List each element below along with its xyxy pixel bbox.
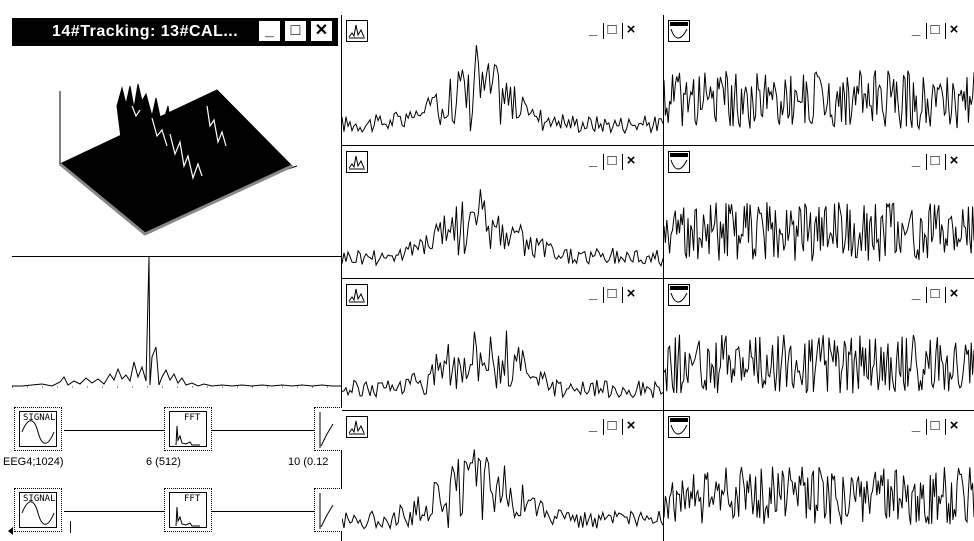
spectrum-panel-icon[interactable] xyxy=(346,20,368,42)
fft-node-label: FFT xyxy=(184,413,201,423)
signal-waveform xyxy=(664,466,974,525)
grid-divider xyxy=(342,278,974,279)
tracking-window-title: 14#Tracking: 13#CAL... xyxy=(52,23,239,40)
spectrum-panel[interactable]: _ □ × xyxy=(342,411,663,541)
fft-node[interactable]: FFT xyxy=(164,407,212,451)
signal-node-icon: SIGNAL xyxy=(19,411,57,447)
close-button[interactable]: ✕ xyxy=(310,20,333,42)
panel-minimize-button[interactable]: _ xyxy=(588,285,598,302)
panel-maximize-button[interactable]: □ xyxy=(926,286,943,303)
signal-waveform xyxy=(664,70,974,131)
signal-panel[interactable]: _ □ × xyxy=(664,411,974,541)
signal-node-icon: SIGNAL xyxy=(19,492,57,528)
panel-window-controls: _ □ × xyxy=(906,417,962,435)
panel-minimize-button[interactable]: _ xyxy=(588,417,598,434)
pipeline-link xyxy=(212,511,316,512)
panel-window-controls: _ □ × xyxy=(583,21,639,39)
spectrum-panel[interactable]: _ □ × xyxy=(342,279,663,410)
signal-panel[interactable]: _ □ × xyxy=(664,146,974,278)
next-node[interactable] xyxy=(314,488,342,532)
panel-close-button[interactable]: × xyxy=(622,418,639,435)
fft-node-icon: FFT xyxy=(169,492,207,528)
spectrum-waveform xyxy=(342,449,663,531)
pipeline-link xyxy=(212,430,316,431)
scroll-left-arrow-icon[interactable] xyxy=(8,527,13,535)
fft-node-icon: FFT xyxy=(169,411,207,447)
panel-minimize-button[interactable]: _ xyxy=(911,285,921,302)
panel-maximize-button[interactable]: □ xyxy=(926,153,943,170)
signal-node[interactable]: SIGNAL xyxy=(14,407,62,451)
panel-close-button[interactable]: × xyxy=(945,22,962,39)
panel-minimize-button[interactable]: _ xyxy=(911,21,921,38)
panel-maximize-button[interactable]: □ xyxy=(603,153,620,170)
panel-maximize-button[interactable]: □ xyxy=(926,22,943,39)
signal-node-label: SIGNAL xyxy=(23,494,56,504)
surface-3d-plot xyxy=(59,83,298,236)
panel-window-controls: _ □ × xyxy=(906,285,962,303)
grid-divider xyxy=(342,145,974,146)
pipeline-area: SIGNAL FFT EEG4;1024) 6 (512) 10 (0.12 S… xyxy=(0,390,342,541)
spectrum-waveform xyxy=(342,189,663,268)
spectrum-waveform xyxy=(342,44,663,135)
panel-close-button[interactable]: × xyxy=(945,153,962,170)
fft-node-caption: 6 (512) xyxy=(146,456,181,468)
fft-node[interactable]: FFT xyxy=(164,488,212,532)
signal-panel-icon[interactable] xyxy=(668,416,690,438)
panel-maximize-button[interactable]: □ xyxy=(603,286,620,303)
panel-maximize-button[interactable]: □ xyxy=(603,22,620,39)
fft-spectrum-icon xyxy=(175,425,200,446)
left-divider xyxy=(341,15,342,541)
signal-panel-icon[interactable] xyxy=(668,151,690,173)
signal-node-caption: EEG4;1024) xyxy=(3,456,64,468)
panel-minimize-button[interactable]: _ xyxy=(911,417,921,434)
panel-close-button[interactable]: × xyxy=(622,286,639,303)
next-node-icon xyxy=(319,493,334,529)
panel-window-controls: _ □ × xyxy=(583,417,639,435)
panel-window-controls: _ □ × xyxy=(583,152,639,170)
scrollbar[interactable] xyxy=(0,523,70,524)
fft-node-label: FFT xyxy=(184,494,201,504)
next-node-icon xyxy=(319,412,334,448)
pipeline-link xyxy=(64,511,166,512)
panel-minimize-button[interactable]: _ xyxy=(588,152,598,169)
panel-minimize-button[interactable]: _ xyxy=(588,21,598,38)
signal-panel-icon[interactable] xyxy=(668,284,690,306)
spectrum-plot xyxy=(12,257,342,388)
sine-wave-icon xyxy=(21,420,55,444)
spectrum-waveform xyxy=(342,330,663,399)
signal-panel[interactable]: _ □ × xyxy=(664,15,974,145)
panel-maximize-button[interactable]: □ xyxy=(926,418,943,435)
minimize-button[interactable]: _ xyxy=(258,20,281,42)
panel-window-controls: _ □ × xyxy=(583,285,639,303)
next-node[interactable] xyxy=(314,407,342,451)
fft-spectrum-icon xyxy=(175,506,200,527)
signal-node[interactable]: SIGNAL xyxy=(14,488,62,532)
panel-close-button[interactable]: × xyxy=(945,286,962,303)
spectrum-panel-icon[interactable] xyxy=(346,416,368,438)
spectrum-panel-icon[interactable] xyxy=(346,151,368,173)
signal-panel[interactable]: _ □ × xyxy=(664,279,974,410)
signal-waveform xyxy=(664,334,974,394)
signal-waveform xyxy=(664,202,974,262)
panel-close-button[interactable]: × xyxy=(945,418,962,435)
spectrum-panel-icon[interactable] xyxy=(346,284,368,306)
spectrum-panel[interactable]: _ □ × xyxy=(342,15,663,145)
maximize-button[interactable]: □ xyxy=(284,20,307,42)
panel-maximize-button[interactable]: □ xyxy=(603,418,620,435)
spectrum-panel[interactable]: _ □ × xyxy=(342,146,663,278)
signal-node-label: SIGNAL xyxy=(23,413,56,423)
tracking-window-titlebar[interactable]: 14#Tracking: 13#CAL... _ □ ✕ xyxy=(12,18,338,46)
panel-window-controls: _ □ × xyxy=(906,152,962,170)
sine-wave-icon xyxy=(21,501,55,525)
panel-close-button[interactable]: × xyxy=(622,22,639,39)
scrollbar-thumb-edge[interactable] xyxy=(70,521,71,533)
panel-window-controls: _ □ × xyxy=(906,21,962,39)
plot-divider xyxy=(12,256,342,257)
signal-panel-icon[interactable] xyxy=(668,20,690,42)
panel-minimize-button[interactable]: _ xyxy=(911,152,921,169)
grid-divider xyxy=(342,410,974,411)
next-node-caption: 10 (0.12 xyxy=(288,456,329,468)
panel-close-button[interactable]: × xyxy=(622,153,639,170)
pipeline-link xyxy=(64,430,166,431)
